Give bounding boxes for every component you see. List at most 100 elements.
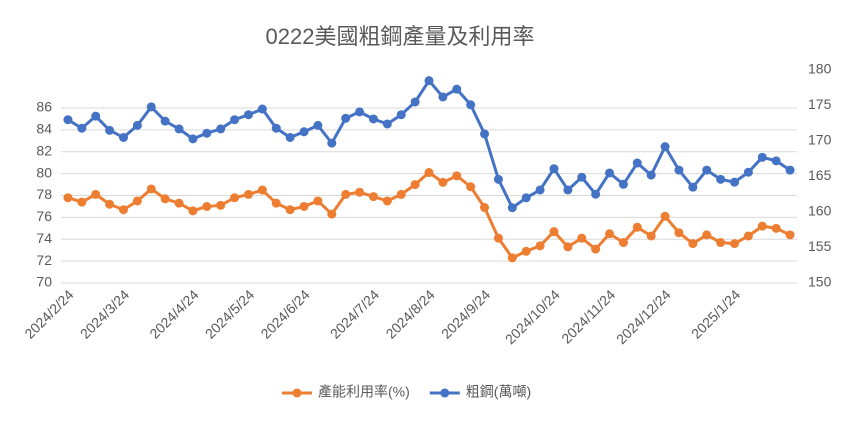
point	[660, 211, 670, 221]
point	[396, 110, 406, 120]
series-line	[67, 171, 791, 260]
point	[785, 165, 795, 175]
y2-tick-label: 165	[808, 167, 832, 183]
y-tick-label: 84	[36, 121, 52, 137]
point	[327, 209, 337, 219]
point	[271, 123, 281, 133]
point	[716, 174, 726, 184]
y-tick-label: 78	[36, 186, 52, 202]
point	[341, 113, 351, 123]
y-tick-label: 70	[36, 274, 52, 290]
point	[91, 111, 101, 121]
point	[271, 198, 281, 208]
y2-tick-label: 160	[808, 203, 832, 219]
point	[243, 110, 253, 120]
y2-tick-label: 150	[808, 274, 832, 290]
point	[730, 177, 740, 187]
point	[230, 193, 240, 203]
point	[410, 97, 420, 107]
point	[230, 115, 240, 125]
point	[285, 132, 295, 142]
point	[493, 233, 503, 243]
y2-tick-label: 175	[808, 96, 832, 112]
point	[174, 124, 184, 134]
point	[438, 177, 448, 187]
point	[688, 239, 698, 249]
point	[743, 231, 753, 241]
point	[466, 182, 476, 192]
point	[396, 189, 406, 199]
point	[424, 76, 434, 86]
point	[660, 142, 670, 152]
y-tick-label: 82	[36, 142, 52, 158]
x-tick-label: 2024/11/24	[558, 286, 618, 346]
point	[146, 102, 156, 112]
point	[327, 138, 337, 148]
point	[480, 129, 490, 139]
y-tick-label: 86	[36, 99, 52, 115]
point	[549, 164, 559, 174]
y2-tick-label: 180	[808, 61, 832, 77]
point	[424, 168, 434, 178]
point	[605, 168, 615, 178]
point	[132, 196, 142, 206]
y-tick-label: 80	[36, 164, 52, 180]
point	[77, 123, 87, 133]
x-tick-label: 2024/10/24	[502, 286, 563, 347]
point	[646, 170, 656, 180]
point	[313, 120, 323, 130]
point	[160, 116, 170, 126]
point	[257, 185, 267, 195]
point	[632, 222, 642, 232]
point	[105, 199, 115, 209]
legend-marker	[440, 388, 450, 398]
point	[438, 92, 448, 102]
point	[493, 174, 503, 184]
x-tick-label: 2024/4/24	[146, 286, 202, 342]
point	[535, 241, 545, 251]
x-tick-label: 2025/1/24	[688, 286, 744, 342]
point	[466, 100, 476, 110]
point	[549, 227, 559, 237]
point	[785, 230, 795, 240]
x-tick-label: 2024/12/24	[613, 286, 674, 347]
point	[188, 134, 198, 144]
point	[507, 253, 517, 263]
point	[355, 187, 365, 197]
point	[202, 201, 212, 211]
point	[716, 238, 726, 248]
point	[771, 223, 781, 233]
point	[743, 167, 753, 177]
point	[216, 200, 226, 210]
point	[174, 198, 184, 208]
point	[452, 171, 462, 181]
point	[257, 104, 267, 114]
point	[382, 119, 392, 129]
point	[535, 185, 545, 195]
chart-title: 0222美國粗鋼產量及利用率	[266, 24, 535, 49]
y2-tick-label: 170	[808, 132, 832, 148]
point	[188, 206, 198, 216]
point	[771, 156, 781, 166]
point	[146, 184, 156, 194]
point	[730, 239, 740, 249]
x-tick-label: 2024/5/24	[202, 286, 258, 342]
x-tick-label: 2024/2/24	[21, 286, 77, 342]
point	[341, 189, 351, 199]
point	[299, 201, 309, 211]
point	[757, 221, 767, 231]
point	[202, 128, 212, 138]
point	[480, 203, 490, 213]
point	[507, 203, 517, 213]
point	[77, 197, 87, 207]
point	[674, 165, 684, 175]
point	[410, 180, 420, 190]
x-tick-label: 2024/6/24	[257, 286, 313, 342]
point	[591, 189, 601, 199]
point	[577, 233, 587, 243]
point	[118, 132, 128, 142]
point	[646, 231, 656, 241]
x-tick-label: 2024/7/24	[327, 286, 383, 342]
point	[368, 192, 378, 202]
